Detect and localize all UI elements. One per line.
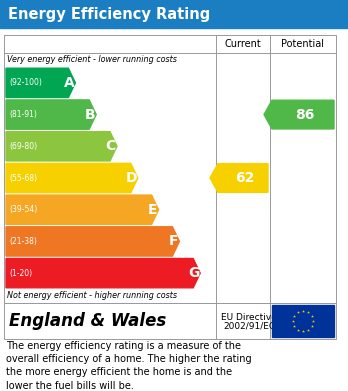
Polygon shape	[264, 100, 334, 129]
Text: E: E	[148, 203, 158, 217]
Text: (92-100): (92-100)	[9, 78, 42, 87]
Text: F: F	[169, 235, 179, 248]
Text: England & Wales: England & Wales	[9, 312, 166, 330]
Polygon shape	[210, 164, 268, 192]
Bar	[4, 303, 336, 339]
Polygon shape	[6, 258, 200, 288]
Text: C: C	[106, 139, 116, 153]
Text: Not energy efficient - higher running costs: Not energy efficient - higher running co…	[7, 292, 177, 301]
Polygon shape	[6, 68, 76, 97]
Text: (55-68): (55-68)	[9, 174, 37, 183]
Text: EU Directive: EU Directive	[221, 312, 277, 321]
Text: Very energy efficient - lower running costs: Very energy efficient - lower running co…	[7, 56, 177, 65]
Text: Potential: Potential	[282, 39, 324, 49]
Text: Energy Efficiency Rating: Energy Efficiency Rating	[8, 7, 210, 22]
Text: (21-38): (21-38)	[9, 237, 37, 246]
Polygon shape	[6, 195, 159, 224]
Polygon shape	[6, 227, 180, 256]
Text: D: D	[125, 171, 137, 185]
Bar	[0, 0, 348, 28]
Polygon shape	[6, 100, 96, 129]
Text: (69-80): (69-80)	[9, 142, 37, 151]
Text: The energy efficiency rating is a measure of the
overall efficiency of a home. T: The energy efficiency rating is a measur…	[6, 341, 252, 391]
Text: A: A	[64, 76, 74, 90]
Polygon shape	[6, 163, 138, 193]
Text: (39-54): (39-54)	[9, 205, 37, 214]
Text: 2002/91/EC: 2002/91/EC	[223, 321, 275, 330]
Text: G: G	[188, 266, 199, 280]
Text: B: B	[85, 108, 95, 122]
Text: Current: Current	[224, 39, 261, 49]
Bar	[272, 305, 334, 337]
Text: 86: 86	[295, 108, 315, 122]
Text: (1-20): (1-20)	[9, 269, 32, 278]
Bar	[4, 35, 336, 303]
Text: 62: 62	[235, 171, 255, 185]
Text: (81-91): (81-91)	[9, 110, 37, 119]
Polygon shape	[6, 132, 117, 161]
